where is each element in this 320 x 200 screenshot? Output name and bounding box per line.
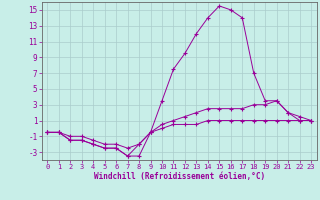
X-axis label: Windchill (Refroidissement éolien,°C): Windchill (Refroidissement éolien,°C) <box>94 172 265 181</box>
